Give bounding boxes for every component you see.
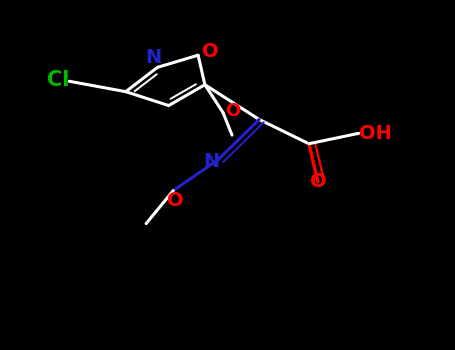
Text: N: N (203, 152, 220, 170)
Text: O: O (225, 102, 241, 120)
Text: N: N (145, 48, 161, 67)
Text: O: O (310, 173, 326, 191)
Text: O: O (202, 42, 219, 61)
Text: OH: OH (359, 124, 392, 143)
Text: O: O (167, 191, 184, 210)
Text: Cl: Cl (47, 70, 69, 90)
